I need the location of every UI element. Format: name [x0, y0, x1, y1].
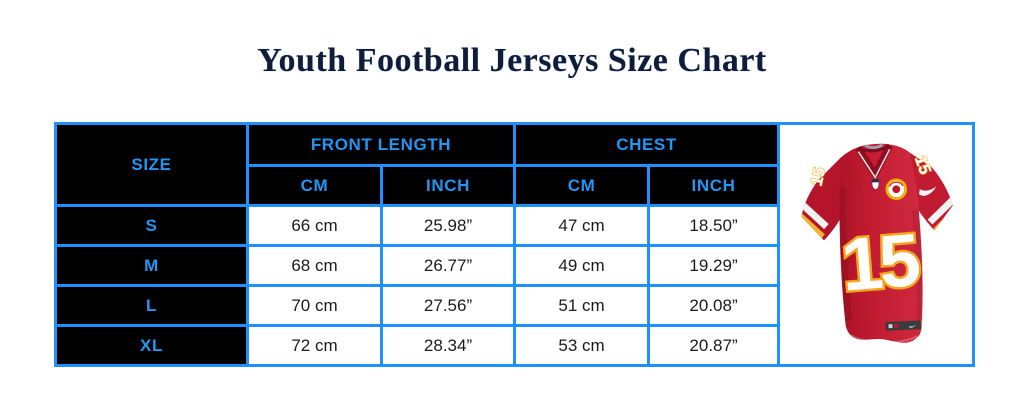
jersey-left-sleeve	[800, 157, 842, 241]
value-cell: 72 cm	[246, 324, 383, 367]
value-cell: 20.08”	[647, 284, 781, 327]
col-header-chest-cm: CM	[513, 164, 651, 207]
value-cell: 70 cm	[246, 284, 383, 327]
col-header-front-length-inch: INCH	[379, 164, 517, 207]
chest-number: 15	[838, 218, 922, 307]
collar-opening	[857, 144, 890, 153]
collar-band	[854, 143, 893, 178]
size-label: M	[54, 244, 249, 287]
value-cell: 19.29”	[647, 244, 781, 287]
table-row-xl: XL 72 cm 28.34” 53 cm 20.87”	[54, 324, 974, 367]
value-cell: 26.77”	[379, 244, 517, 287]
value-cell: 49 cm	[513, 244, 651, 287]
team-patch	[885, 178, 907, 200]
col-header-chest: CHEST	[513, 122, 781, 167]
table-row-l: L 70 cm 27.56” 51 cm 20.08”	[54, 284, 974, 327]
value-cell: 51 cm	[513, 284, 651, 327]
value-cell: 27.56”	[379, 284, 517, 327]
left-shade	[838, 188, 852, 321]
col-header-chest-inch: INCH	[647, 164, 781, 207]
size-label: S	[54, 204, 249, 247]
table-row-s: S 66 cm 25.98” 47 cm 18.50”	[54, 204, 974, 247]
hem-highlight	[849, 334, 918, 344]
nfl-shield-logo	[871, 178, 879, 190]
value-cell: 28.34”	[379, 324, 517, 367]
value-cell: 66 cm	[246, 204, 383, 247]
value-cell: 47 cm	[513, 204, 651, 247]
swoosh-icon	[918, 186, 936, 196]
size-label: XL	[54, 324, 249, 367]
col-header-size: SIZE	[54, 122, 249, 207]
shoulder-number-left: 15	[806, 165, 829, 187]
collar-inner-tag	[863, 143, 883, 150]
size-label: L	[54, 284, 249, 327]
table-row-m: M 68 cm 26.77” 49 cm 19.29”	[54, 244, 974, 287]
value-cell: 68 cm	[246, 244, 383, 287]
jersey-photo: 15 15 15	[777, 122, 976, 367]
value-cell: 25.98”	[379, 204, 517, 247]
value-cell: 20.87”	[647, 324, 781, 367]
value-cell: 18.50”	[647, 204, 781, 247]
jock-tag	[884, 320, 921, 331]
col-header-front-length-cm: CM	[246, 164, 383, 207]
jersey-illustration: 15 15 15	[798, 143, 954, 344]
collar-piping	[857, 149, 890, 179]
col-header-front-length: FRONT LENGTH	[245, 122, 517, 167]
page-title: Youth Football Jerseys Size Chart	[257, 42, 767, 79]
value-cell: 53 cm	[513, 324, 651, 367]
right-mesh-shade	[911, 209, 924, 323]
size-chart-table: SIZE FRONT LENGTH CHEST	[54, 122, 976, 367]
